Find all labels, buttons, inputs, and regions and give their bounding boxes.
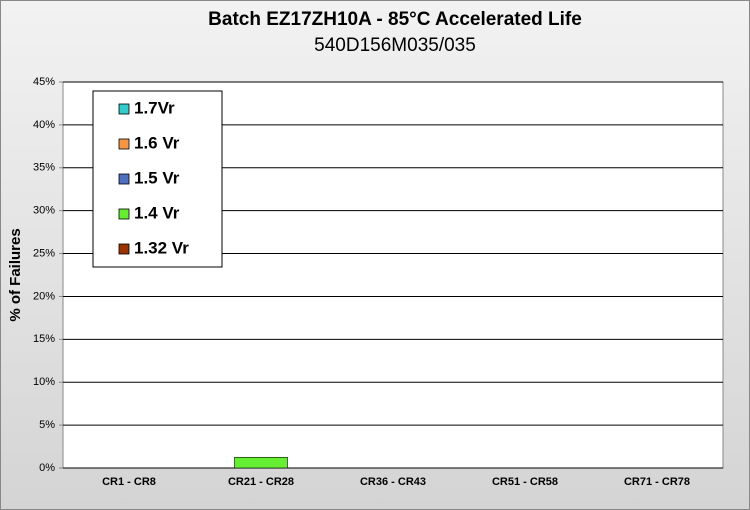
x-tick-label: CR1 - CR8 — [102, 476, 156, 488]
y-axis-label: % of Failures — [7, 228, 24, 321]
y-tick-label: 35% — [33, 162, 55, 174]
chart-title: Batch EZ17ZH10A - 85°C Accelerated Life — [208, 9, 582, 30]
legend-label: 1.32 Vr — [134, 238, 189, 257]
y-tick-label: 5% — [39, 419, 55, 431]
y-tick-label: 40% — [33, 119, 55, 131]
y-tick-label: 45% — [33, 76, 55, 88]
y-tick-label: 15% — [33, 333, 55, 345]
x-tick-label: CR51 - CR58 — [492, 476, 558, 488]
y-tick-label: 20% — [33, 290, 55, 302]
x-tick-label: CR21 - CR28 — [228, 476, 294, 488]
y-tick-label: 0% — [39, 462, 55, 474]
bar — [234, 456, 288, 469]
y-tick-label: 25% — [33, 247, 55, 259]
legend-swatch — [118, 243, 130, 255]
x-tick-label: CR71 - CR78 — [624, 476, 690, 488]
legend-label: 1.7Vr — [134, 98, 175, 117]
legend-label: 1.4 Vr — [134, 203, 180, 222]
legend-swatch — [118, 208, 130, 220]
legend-label: 1.6 Vr — [134, 133, 180, 152]
legend-swatch — [118, 103, 130, 115]
y-tick-label: 10% — [33, 376, 55, 388]
chart-subtitle: 540D156M035/035 — [314, 35, 476, 56]
y-tick-label: 30% — [33, 205, 55, 217]
x-tick-label: CR36 - CR43 — [360, 476, 426, 488]
legend-box — [92, 90, 223, 268]
legend-label: 1.5 Vr — [134, 168, 180, 187]
legend-swatch — [118, 138, 130, 150]
legend-swatch — [118, 173, 130, 185]
